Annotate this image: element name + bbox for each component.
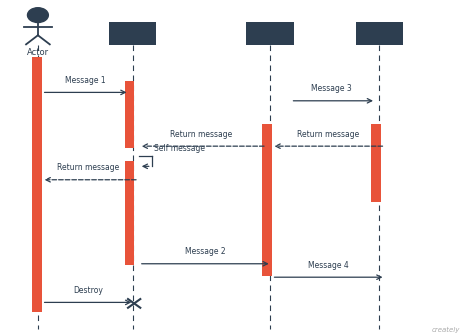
Text: Object: Object	[254, 29, 287, 38]
Text: Message 1: Message 1	[65, 76, 106, 85]
Text: Message 4: Message 4	[308, 261, 349, 270]
Text: Actor: Actor	[27, 48, 49, 57]
Bar	[125, 161, 134, 265]
Text: Return message: Return message	[170, 130, 233, 139]
Text: Return message: Return message	[297, 130, 360, 139]
Text: Object: Object	[363, 29, 396, 38]
Text: Object: Object	[116, 29, 149, 38]
Bar	[356, 22, 403, 45]
Text: Message 3: Message 3	[311, 84, 352, 93]
Text: Self message: Self message	[154, 144, 205, 153]
Bar	[246, 22, 294, 45]
Bar	[125, 81, 134, 148]
Circle shape	[27, 8, 48, 23]
Bar	[109, 22, 156, 45]
Text: Destroy: Destroy	[73, 286, 103, 295]
Bar	[371, 124, 381, 202]
Text: creately: creately	[431, 327, 460, 333]
Bar	[262, 124, 272, 276]
Text: Message 2: Message 2	[185, 247, 226, 256]
Text: Return message: Return message	[56, 163, 119, 172]
Bar	[32, 57, 42, 312]
